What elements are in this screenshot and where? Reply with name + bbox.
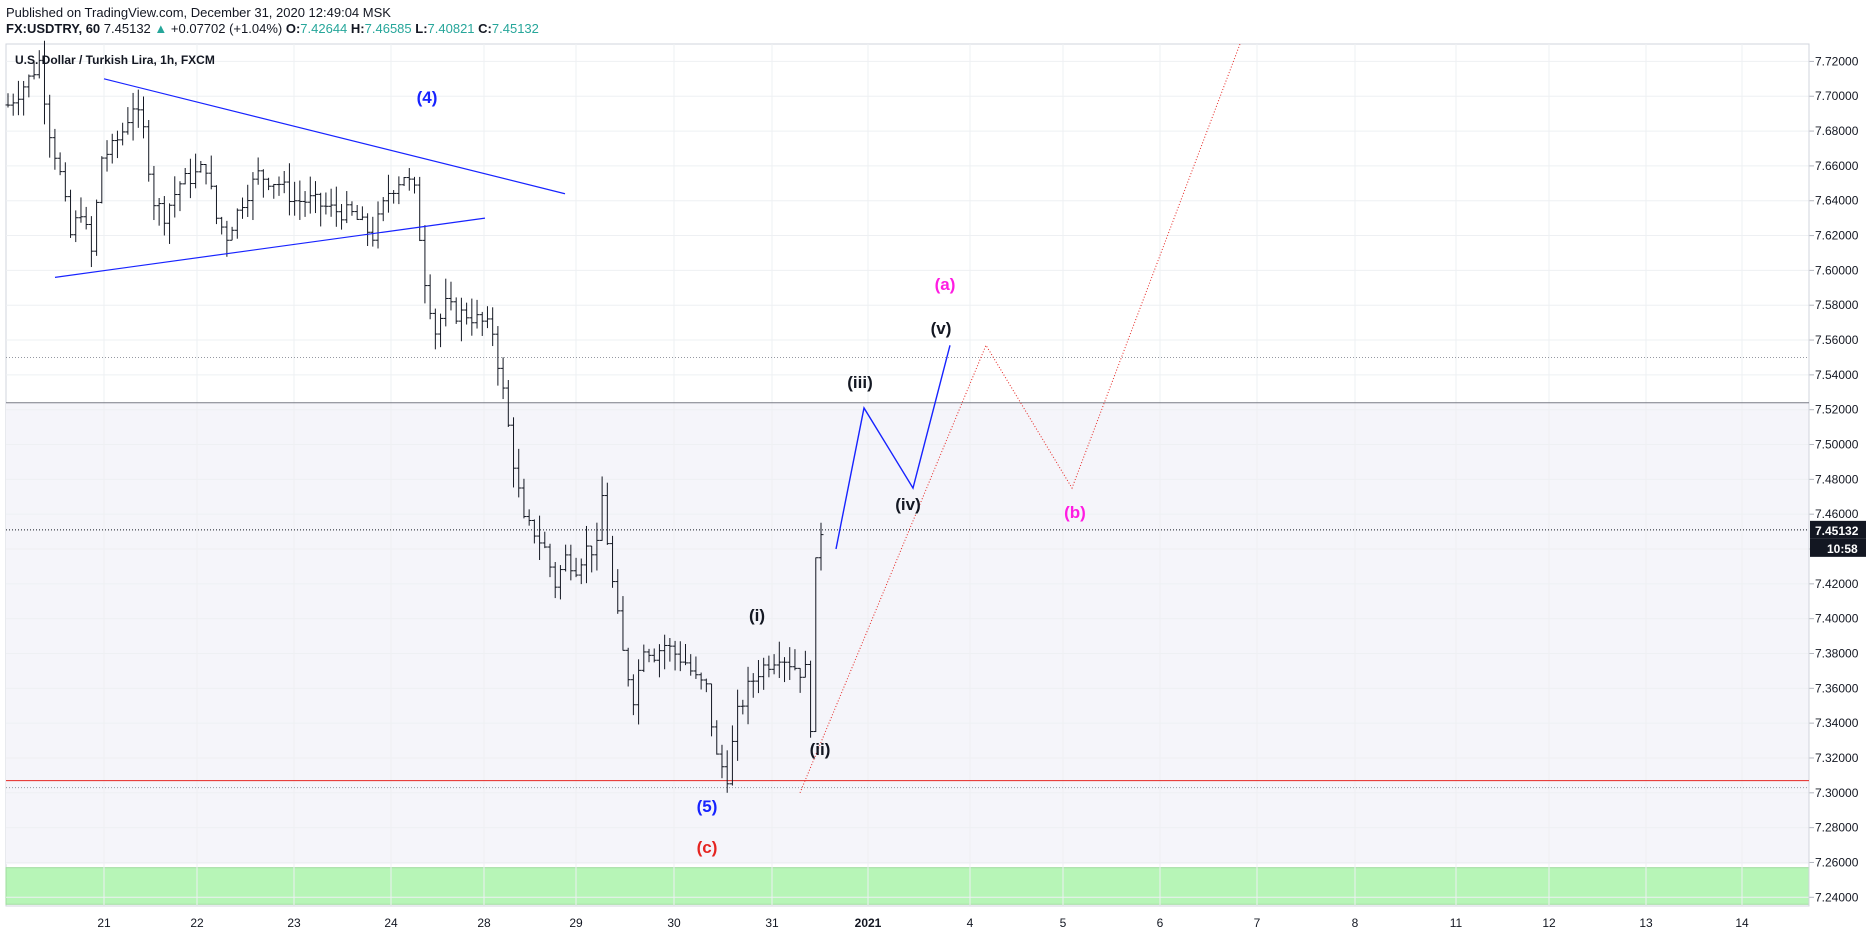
wave-projection-red [799,43,1241,793]
x-tick-label: 28 [477,916,491,930]
x-tick-label: 7 [1254,916,1261,930]
x-tick-label: 24 [384,916,398,930]
y-tick-label: 7.54000 [1815,368,1859,382]
y-tick-label: 7.68000 [1815,124,1859,138]
wave-label: (5) [697,797,718,816]
close-value: 7.45132 [491,21,539,36]
x-tick-label: 30 [667,916,681,930]
y-tick-label: 7.30000 [1815,786,1859,800]
wave-projection-blue [835,345,951,550]
wave-label: (v) [931,319,952,338]
last-price-tag [1810,520,1866,539]
high-label: H: [350,21,365,36]
x-tick-label: 8 [1352,916,1359,930]
open-label: O: [285,21,301,36]
last-price-tag-label: 7.45132 [1815,524,1859,538]
y-tick-label: 7.62000 [1815,229,1859,243]
wave-label: (iv) [895,495,921,514]
x-tick-label: 4 [967,916,974,930]
y-tick-label: 7.66000 [1815,159,1859,173]
x-tick-label: 11 [1450,916,1463,930]
range-box [6,402,1809,865]
triangle-upper-line [103,78,566,195]
open-value: 7.42644 [300,21,348,36]
y-tick-label: 7.40000 [1815,612,1859,626]
x-tick-label: 5 [1060,916,1067,930]
x-tick-label: 22 [190,916,204,930]
low-value: 7.40821 [427,21,475,36]
y-tick-label: 7.34000 [1815,716,1859,730]
chart-title: U.S. Dollar / Turkish Lira, 1h, FXCM [15,53,215,67]
wave-label: (b) [1064,503,1086,522]
y-tick-label: 7.24000 [1815,890,1859,904]
y-tick-label: 7.46000 [1815,507,1859,521]
x-tick-label: 6 [1157,916,1164,930]
y-tick-label: 7.50000 [1815,438,1859,452]
y-tick-label: 7.26000 [1815,855,1859,869]
y-tick-label: 7.28000 [1815,821,1859,835]
y-tick-label: 7.48000 [1815,472,1859,486]
x-tick-label: 21 [97,916,111,930]
x-tick-label: 31 [765,916,779,930]
close-label: C: [478,21,492,36]
low-label: L: [415,21,428,36]
x-tick-label: 2021 [855,916,882,930]
y-tick-label: 7.38000 [1815,646,1859,660]
x-tick-label: 23 [287,916,301,930]
wave-label: (c) [697,838,718,857]
triangle-lower-line [54,217,486,278]
countdown-label: 10:58 [1827,542,1858,556]
y-tick-label: 7.56000 [1815,333,1859,347]
y-tick-label: 7.36000 [1815,681,1859,695]
symbol-quote-line: FX:USDTRY, 60 7.45132 ▲ +0.07702 (+1.04%… [6,21,539,36]
up-arrow-icon: ▲ [154,21,168,36]
wave-label: (iii) [847,373,873,392]
wave-label: (i) [749,606,765,625]
y-tick-label: 7.60000 [1815,263,1859,277]
last-price: 7.45132 [103,21,151,36]
y-tick-label: 7.58000 [1815,298,1859,312]
x-tick-label: 14 [1735,916,1749,930]
support-zone [5,867,1810,905]
y-tick-label: 7.72000 [1815,54,1859,68]
y-tick-label: 7.52000 [1815,403,1859,417]
y-tick-label: 7.64000 [1815,194,1859,208]
x-tick-label: 12 [1542,916,1556,930]
price-change: +0.07702 (+1.04%) [170,21,283,36]
y-tick-label: 7.70000 [1815,89,1859,103]
wave-label: (4) [417,88,438,107]
x-tick-label: 29 [569,916,583,930]
y-tick-label: 7.42000 [1815,577,1859,591]
x-tick-label: 13 [1639,916,1653,930]
countdown-tag [1810,538,1866,557]
published-caption: Published on TradingView.com, December 3… [6,5,391,20]
y-tick-label: 7.32000 [1815,751,1859,765]
symbol-name: FX:USDTRY, 60 [6,21,101,36]
wave-label: (a) [935,275,956,294]
high-value: 7.46585 [364,21,412,36]
wave-label: (ii) [810,740,831,759]
